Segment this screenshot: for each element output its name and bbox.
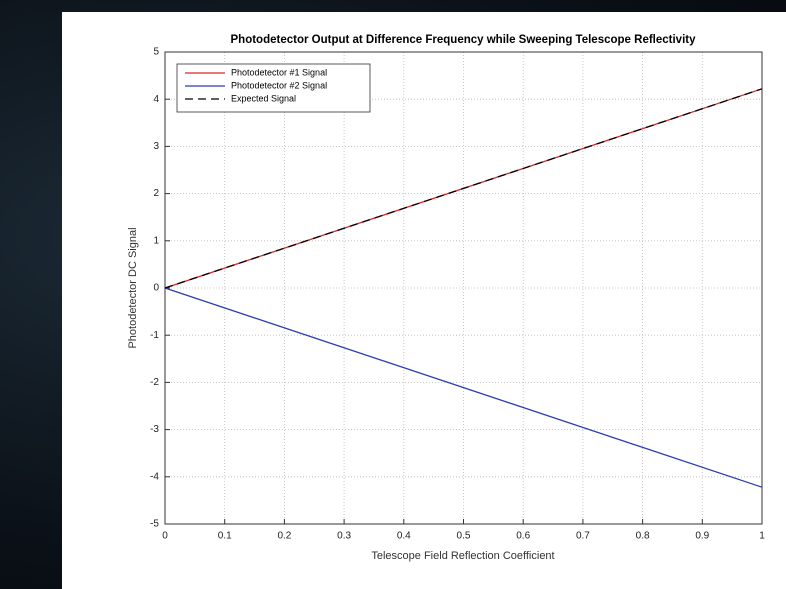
legend-box xyxy=(176,63,371,113)
legend-label: Photodetector #2 Signal xyxy=(231,80,327,90)
y-tick-label: -3 xyxy=(150,424,159,435)
x-tick-label: 0.7 xyxy=(576,531,590,542)
y-tick-label: 4 xyxy=(153,94,159,105)
x-tick-label: 0.8 xyxy=(636,531,650,542)
y-axis-label: Photodetector DC Signal xyxy=(127,227,139,348)
y-tick-label: -1 xyxy=(150,330,159,341)
legend-label: Photodetector #1 Signal xyxy=(231,67,327,77)
x-tick-label: 0.3 xyxy=(337,531,351,542)
x-tick-label: 0.4 xyxy=(397,531,411,542)
series-line xyxy=(164,88,763,289)
x-tick-label: 0.6 xyxy=(516,531,530,542)
x-tick-label: 0.5 xyxy=(457,531,471,542)
y-tick-label: -5 xyxy=(150,519,159,530)
y-tick-label: 0 xyxy=(153,283,159,294)
x-axis-label: Telescope Field Reflection Coefficient xyxy=(371,550,554,562)
y-tick-label: 1 xyxy=(153,235,159,246)
x-tick-label: 0.2 xyxy=(277,531,291,542)
x-tick-label: 0.9 xyxy=(695,531,709,542)
chart-title: Photodetector Output at Difference Frequ… xyxy=(231,34,697,46)
y-tick-label: 5 xyxy=(153,47,159,58)
x-tick-label: 0.1 xyxy=(218,531,232,542)
y-tick-label: -4 xyxy=(150,471,159,482)
series-line xyxy=(164,287,763,488)
legend-label: Expected Signal xyxy=(231,93,296,103)
y-tick-label: 2 xyxy=(153,188,159,199)
y-tick-label: -2 xyxy=(150,377,159,388)
x-tick-label: 1 xyxy=(759,531,765,542)
x-tick-label: 0 xyxy=(162,531,168,542)
y-tick-label: 3 xyxy=(153,141,159,152)
